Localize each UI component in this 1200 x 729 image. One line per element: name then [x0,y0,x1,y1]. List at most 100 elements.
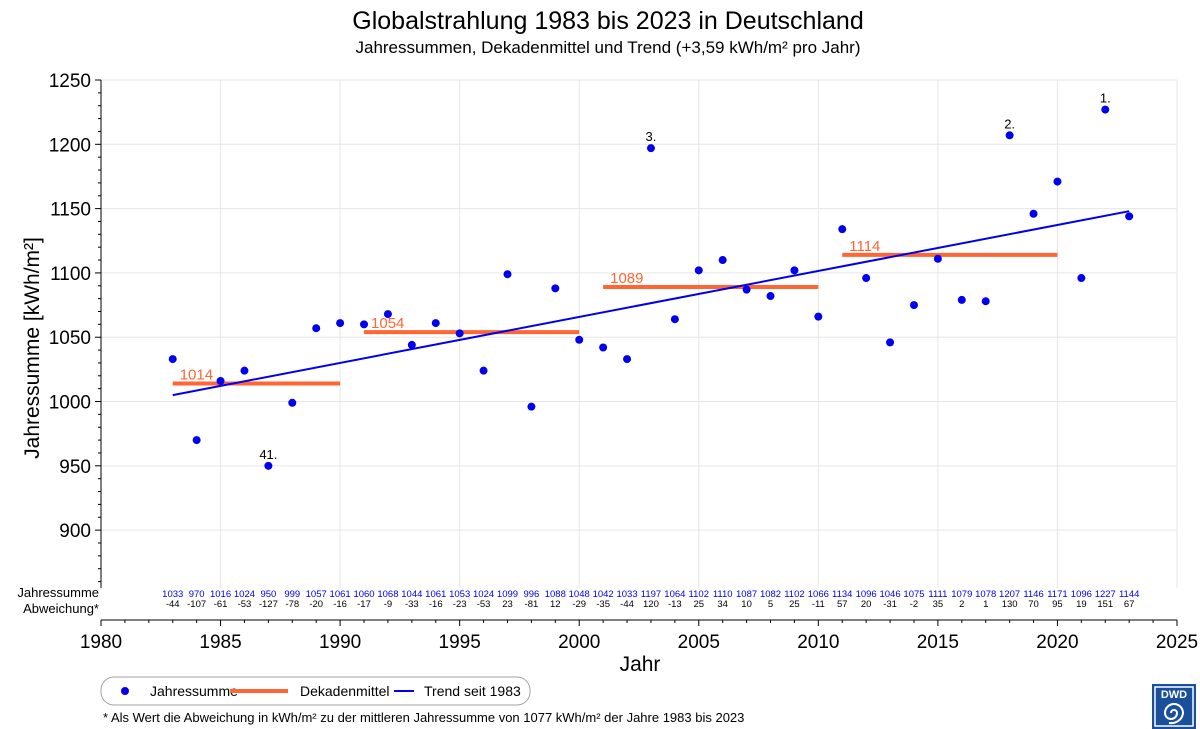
table-value-deviation: 57 [837,599,848,610]
data-point [575,335,584,344]
data-point [407,340,416,349]
table-value-deviation: 2 [959,599,964,610]
decade-mean-label: 1089 [610,270,643,287]
trend-line [172,210,1130,397]
table-value-sum: 1197 [641,589,661,600]
table-value-deviation: -20 [309,599,323,610]
grid [100,79,1178,588]
table-value-deviation: 12 [550,599,561,610]
data-point [933,254,942,263]
data-points [168,105,1134,470]
table-value-deviation: 1 [983,599,988,610]
table-value-deviation: 25 [693,599,704,610]
data-point [192,436,201,445]
data-point [216,376,225,385]
table-value-sum: 1024 [473,589,494,600]
chart-subtitle: Jahressummen, Dekadenmittel und Trend (+… [355,38,860,57]
table-value-sum: 1079 [951,589,972,600]
data-point [240,366,249,375]
table-value-sum: 1068 [377,589,398,600]
table-value-deviation: -29 [572,599,586,610]
legend-box [100,676,531,706]
data-point [1053,177,1062,186]
dwd-logo-swirl-icon [1163,703,1185,725]
y-tick-label: 900 [59,521,91,542]
table-value-deviation: 10 [741,599,752,610]
data-point [360,320,369,329]
table-value-sum: 1087 [736,589,757,600]
table-value-deviation: 151 [1097,599,1113,610]
data-point [1101,105,1110,114]
data-point [551,284,560,293]
table-value-sum: 1207 [999,589,1020,600]
table-value-sum: 1075 [903,589,924,600]
y-tick-label: 1000 [49,393,91,414]
footnote: * Als Wert die Abweichung in kWh/m² zu d… [103,710,744,725]
x-tick-label: 1990 [319,632,361,653]
table-value-sum: 1146 [1023,589,1043,600]
table-value-deviation: -53 [477,599,491,610]
table-value-sum: 1099 [497,589,518,600]
table-value-deviation: -53 [238,599,252,610]
x-tick-label: 1980 [80,632,122,653]
decade-mean-label: 1114 [849,238,880,255]
table-value-sum: 996 [523,589,539,600]
table-value-sum: 1110 [713,589,733,600]
data-point [168,355,177,364]
decade-mean-label: 1014 [180,367,213,384]
data-point [503,270,512,279]
data-point [766,292,775,301]
table-value-deviation: -23 [453,599,467,610]
table-value-deviation: -81 [525,599,539,610]
table-value-deviation: 130 [1002,599,1018,610]
table-value-sum: 1042 [593,589,614,600]
table-value-sum: 1046 [879,589,900,600]
data-point [599,343,608,352]
table-value-sum: 1227 [1095,589,1116,600]
table-value-deviation: 19 [1076,599,1087,610]
x-tick-label: 2025 [1156,632,1198,653]
legend-label-decade: Dekadenmittel [300,683,390,699]
table-value-sum: 1064 [664,589,685,600]
data-point [383,310,392,319]
decade-means: 1014 1054 1089 1114 [172,238,1058,386]
y-tick-label: 1200 [49,135,91,156]
dwd-logo-inner [1154,686,1194,727]
x-tick-label: 2010 [797,632,839,653]
table-value-deviation: 95 [1052,599,1063,610]
table-value-deviation: -44 [166,599,180,610]
value-table: Jahressumme Abweichung* 1033-44970-10710… [17,585,1139,616]
table-value-sum: 1082 [760,589,781,600]
data-point [886,338,895,347]
table-value-sum: 1053 [449,589,470,600]
y-axis-label: Jahressumme [kWh/m²] [21,237,44,459]
table-value-sum: 999 [284,589,300,600]
rank-label: 2. [1004,116,1015,131]
table-value-sum: 950 [260,589,276,600]
data-point [670,315,679,324]
table-value-deviation: 20 [861,599,872,610]
row-label-sum: Jahressumme [17,585,99,600]
table-value-sum: 1171 [1047,589,1067,600]
data-point [694,266,703,275]
table-value-deviation: -35 [596,599,610,610]
table-value-sum: 1111 [928,589,947,600]
data-point [909,301,918,310]
y-tick-label: 1150 [50,200,91,221]
table-value-deviation: -2 [910,599,918,610]
table-value-sum: 1078 [975,589,996,600]
dwd-logo: DWD [1152,684,1196,729]
data-point [646,144,655,153]
table-value-sum: 1134 [832,589,852,600]
data-point [336,319,345,328]
rank-label: 3. [646,129,657,144]
data-point [1125,212,1134,221]
dwd-logo-frame [1152,684,1196,729]
table-value-deviation: 35 [933,599,944,610]
decade-mean-label: 1054 [371,315,404,332]
legend: Jahressumme Dekadenmittel Trend seit 198… [100,676,531,706]
table-value-deviation: -44 [620,599,634,610]
